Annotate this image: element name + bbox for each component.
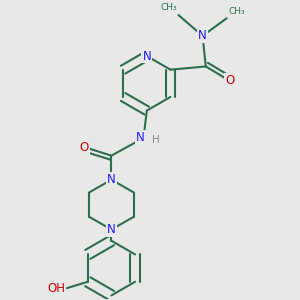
Text: CH₃: CH₃ xyxy=(228,7,245,16)
Text: CH₃: CH₃ xyxy=(160,4,177,13)
Text: N: N xyxy=(142,50,151,62)
Text: N: N xyxy=(198,29,207,42)
Text: N: N xyxy=(107,173,116,186)
Text: N: N xyxy=(107,223,116,236)
Text: OH: OH xyxy=(47,282,65,295)
Text: N: N xyxy=(136,131,145,144)
Text: H: H xyxy=(152,134,159,145)
Text: O: O xyxy=(80,141,89,154)
Text: O: O xyxy=(225,74,235,87)
